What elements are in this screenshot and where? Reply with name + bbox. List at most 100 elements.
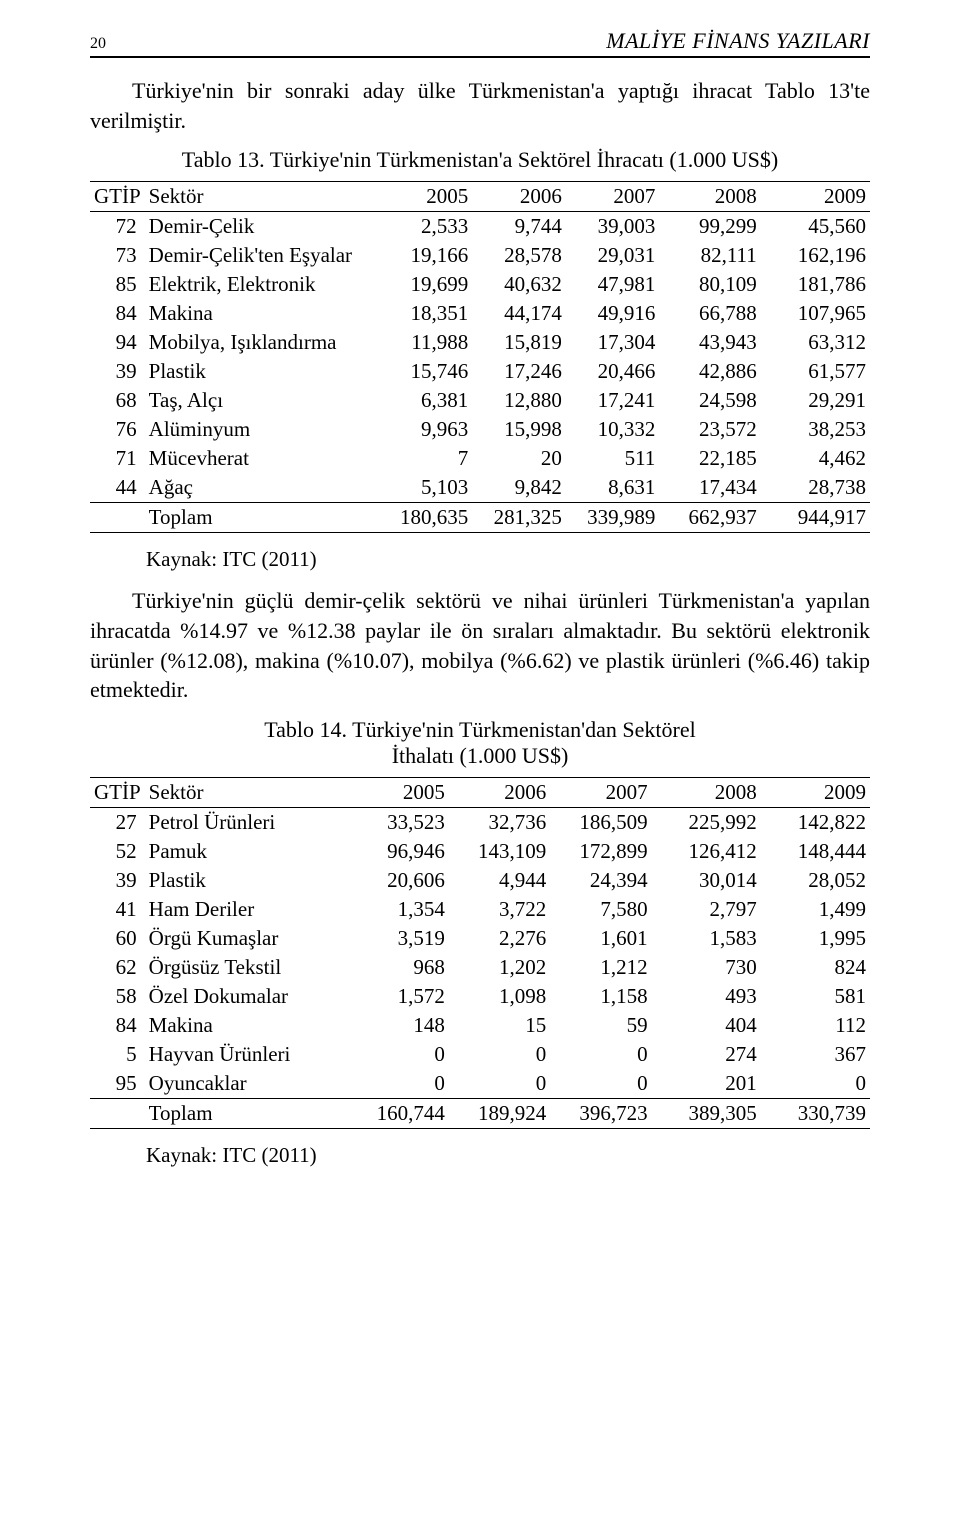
cell-value: 2,797	[652, 895, 761, 924]
table13-label: Tablo 13.	[182, 147, 265, 172]
cell-value: 8,631	[566, 473, 660, 503]
cell-sector: Ağaç	[145, 473, 379, 503]
cell-value: 1,202	[449, 953, 550, 982]
cell-gtip: 27	[90, 808, 145, 838]
cell-value: 404	[652, 1011, 761, 1040]
table14-header-row: GTİP Sektör 2005 2006 2007 2008 2009	[90, 778, 870, 808]
cell-value: 162,196	[761, 241, 870, 270]
cell-sector: Hayvan Ürünleri	[145, 1040, 348, 1069]
col-2006: 2006	[472, 182, 566, 212]
cell-gtip: 5	[90, 1040, 145, 1069]
cell-value: 0	[449, 1069, 550, 1099]
cell-value: 3,722	[449, 895, 550, 924]
cell-value: 730	[652, 953, 761, 982]
cell-value: 3,519	[347, 924, 448, 953]
cell-gtip: 95	[90, 1069, 145, 1099]
table-total-row: Toplam160,744189,924396,723389,305330,73…	[90, 1099, 870, 1129]
cell-gtip: 60	[90, 924, 145, 953]
cell-value: 968	[347, 953, 448, 982]
table-row: 5Hayvan Ürünleri000274367	[90, 1040, 870, 1069]
table13: GTİP Sektör 2005 2006 2007 2008 2009 72D…	[90, 181, 870, 533]
page: 20 MALİYE FİNANS YAZILARI Türkiye'nin bi…	[0, 0, 960, 1530]
cell-value: 824	[761, 953, 870, 982]
cell-value: 32,736	[449, 808, 550, 838]
cell-value: 22,185	[659, 444, 760, 473]
col-2005: 2005	[347, 778, 448, 808]
table13-title: Tablo 13. Türkiye'nin Türkmenistan'a Sek…	[90, 147, 870, 173]
cell-sector: Makina	[145, 299, 379, 328]
cell-value: 15	[449, 1011, 550, 1040]
cell-gtip: 52	[90, 837, 145, 866]
cell-value: 142,822	[761, 808, 870, 838]
cell-value: 40,632	[472, 270, 566, 299]
cell-value: 225,992	[652, 808, 761, 838]
cell-value: 38,253	[761, 415, 870, 444]
cell-value: 17,246	[472, 357, 566, 386]
cell-total-value: 281,325	[472, 503, 566, 533]
cell-value: 367	[761, 1040, 870, 1069]
cell-value: 9,963	[379, 415, 473, 444]
table-row: 85Elektrik, Elektronik19,69940,63247,981…	[90, 270, 870, 299]
cell-value: 20,466	[566, 357, 660, 386]
cell-sector: Örgü Kumaşlar	[145, 924, 348, 953]
col-2006: 2006	[449, 778, 550, 808]
cell-value: 20,606	[347, 866, 448, 895]
cell-total-value: 330,739	[761, 1099, 870, 1129]
table-row: 58Özel Dokumalar1,5721,0981,158493581	[90, 982, 870, 1011]
cell-value: 29,031	[566, 241, 660, 270]
cell-value: 0	[550, 1040, 651, 1069]
table-row: 84Makina1481559404112	[90, 1011, 870, 1040]
table-row: 72Demir-Çelik2,5339,74439,00399,29945,56…	[90, 212, 870, 242]
col-sector: Sektör	[145, 778, 348, 808]
cell-value: 4,944	[449, 866, 550, 895]
cell-value: 172,899	[550, 837, 651, 866]
cell-value: 39,003	[566, 212, 660, 242]
cell-value: 1,583	[652, 924, 761, 953]
intro-paragraph: Türkiye'nin bir sonraki aday ülke Türkme…	[90, 76, 870, 135]
cell-gtip: 73	[90, 241, 145, 270]
cell-sector: Özel Dokumalar	[145, 982, 348, 1011]
cell-gtip: 68	[90, 386, 145, 415]
cell-gtip: 94	[90, 328, 145, 357]
cell-value: 63,312	[761, 328, 870, 357]
cell-value: 61,577	[761, 357, 870, 386]
table13-header-row: GTİP Sektör 2005 2006 2007 2008 2009	[90, 182, 870, 212]
cell-value: 2,533	[379, 212, 473, 242]
cell-total-value: 339,989	[566, 503, 660, 533]
cell-sector: Makina	[145, 1011, 348, 1040]
cell-value: 28,578	[472, 241, 566, 270]
cell-sector: Alüminyum	[145, 415, 379, 444]
cell-value: 7,580	[550, 895, 651, 924]
cell-value: 0	[449, 1040, 550, 1069]
cell-sector: Plastik	[145, 357, 379, 386]
cell-value: 12,880	[472, 386, 566, 415]
cell-total-value: 160,744	[347, 1099, 448, 1129]
cell-gtip: 62	[90, 953, 145, 982]
cell-value: 0	[761, 1069, 870, 1099]
cell-value: 11,988	[379, 328, 473, 357]
cell-total-label: Toplam	[145, 503, 379, 533]
table-row: 76Alüminyum9,96315,99810,33223,57238,253	[90, 415, 870, 444]
cell-value: 1,354	[347, 895, 448, 924]
cell-value: 1,158	[550, 982, 651, 1011]
cell-sector: Pamuk	[145, 837, 348, 866]
cell-gtip: 76	[90, 415, 145, 444]
cell-value: 96,946	[347, 837, 448, 866]
col-gtip: GTİP	[90, 182, 145, 212]
cell-value: 1,212	[550, 953, 651, 982]
cell-value: 28,738	[761, 473, 870, 503]
col-2008: 2008	[659, 182, 760, 212]
cell-value: 17,434	[659, 473, 760, 503]
cell-gtip: 72	[90, 212, 145, 242]
cell-gtip: 39	[90, 866, 145, 895]
col-2009: 2009	[761, 182, 870, 212]
table14-body: 27Petrol Ürünleri33,52332,736186,509225,…	[90, 808, 870, 1129]
cell-value: 511	[566, 444, 660, 473]
cell-sector: Demir-Çelik	[145, 212, 379, 242]
cell-value: 20	[472, 444, 566, 473]
table14-title: Tablo 14. Türkiye'nin Türkmenistan'dan S…	[90, 717, 870, 769]
cell-gtip: 85	[90, 270, 145, 299]
cell-value: 148,444	[761, 837, 870, 866]
table-row: 71Mücevherat72051122,1854,462	[90, 444, 870, 473]
cell-value: 43,943	[659, 328, 760, 357]
